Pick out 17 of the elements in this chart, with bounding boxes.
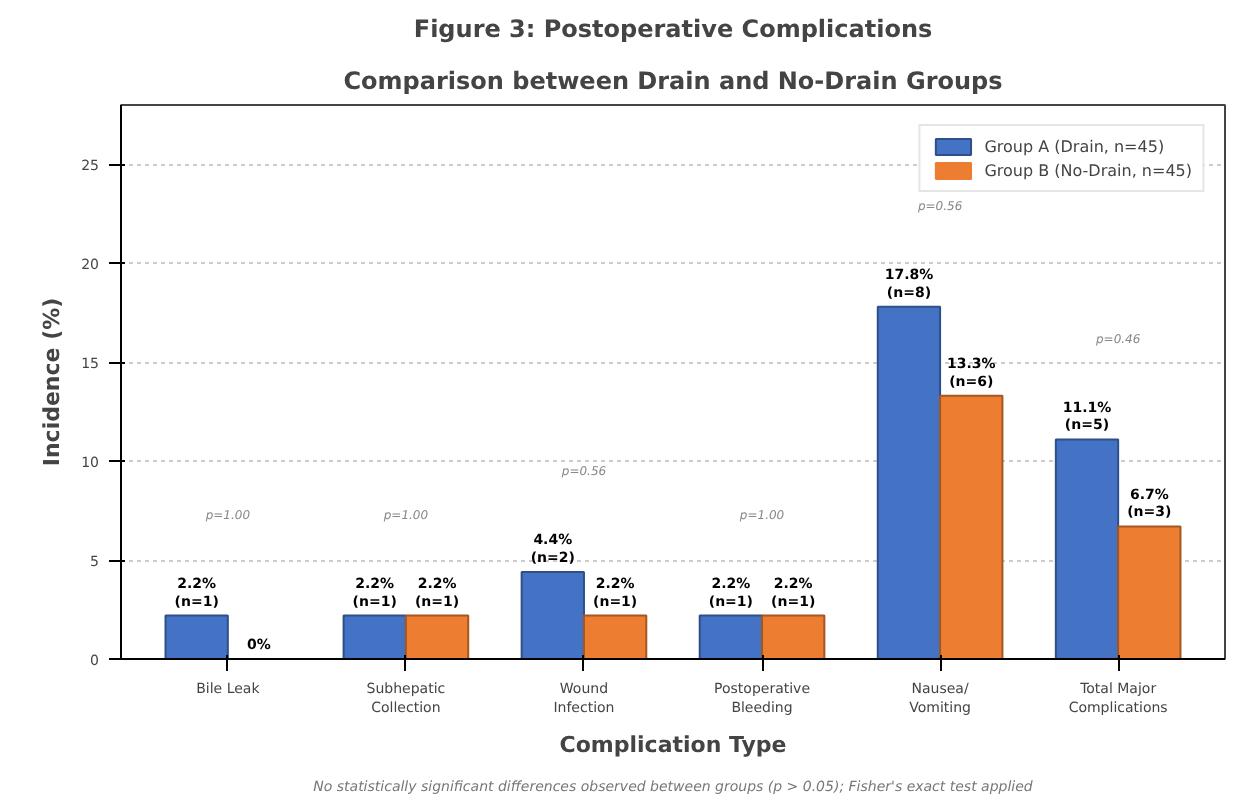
legend-label: Group A (Drain, n=45) (984, 137, 1165, 155)
chart-subtitle: Comparison between Drain and No-Drain Groups (343, 67, 1003, 95)
bar (520, 570, 585, 659)
x-axis-title: Complication Type (559, 732, 787, 759)
bar (582, 614, 648, 659)
bar (1117, 525, 1182, 659)
bar (876, 305, 942, 659)
bar (164, 614, 229, 659)
bar (404, 614, 470, 659)
bar (698, 614, 764, 659)
bar (342, 614, 407, 659)
bar (761, 614, 826, 659)
legend-label: Group B (No-Drain, n=45) (984, 161, 1192, 179)
bar (1054, 438, 1120, 659)
y-axis-title: Incidence (%) (39, 297, 66, 467)
bar (939, 394, 1004, 659)
chart-title: Figure 3: Postoperative Complications (413, 15, 933, 43)
